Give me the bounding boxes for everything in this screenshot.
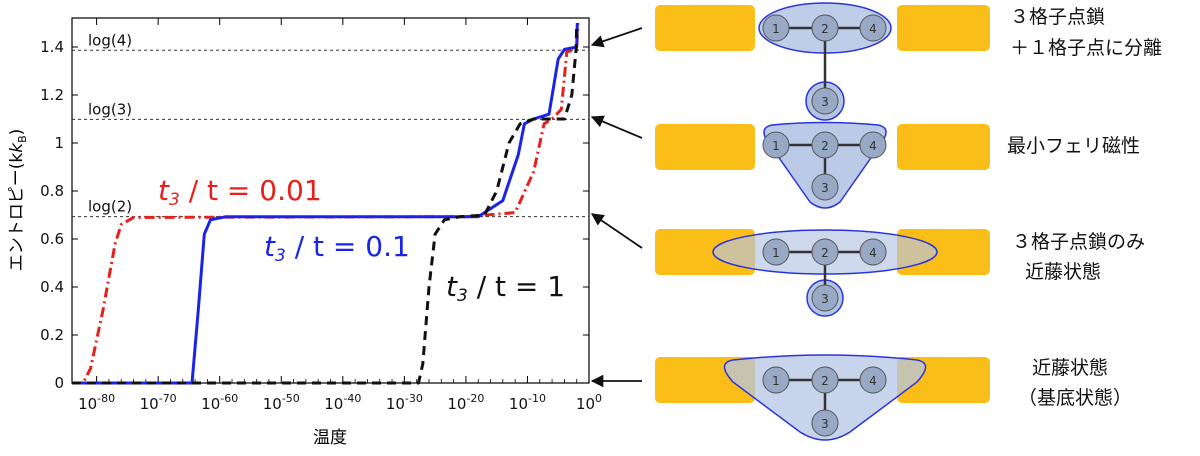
right-lead [897, 124, 990, 170]
site-node-1 [762, 131, 790, 159]
y-tick-label: 1 [54, 134, 64, 152]
arrow-log2 [590, 213, 643, 249]
row-3-label-line-2: 近藤状態 [1025, 261, 1101, 283]
x-tick-label: 10-70 [140, 392, 177, 413]
arrow-log3 [590, 115, 643, 139]
x-tick-label: 10-10 [509, 392, 546, 413]
diagram-row-1: 1 2 4 3 ３格子点鎖 ＋１格子点に分離 [655, 2, 1162, 121]
site-node-4 [859, 14, 887, 42]
series-line-red [72, 22, 580, 385]
y-tick-label: 1.2 [40, 86, 64, 104]
arrow-log4 [590, 27, 643, 48]
x-tick-label: 10-50 [263, 392, 300, 413]
y-tick-label: 0.2 [40, 326, 64, 344]
diagram-row-4: 1 2 4 3 近藤状態 （基底状態） [655, 354, 1132, 441]
y-axis-label-close: ) [7, 129, 27, 136]
site-node-2 [811, 131, 839, 159]
svg-text:1: 1 [772, 374, 780, 388]
series-lines [72, 22, 580, 385]
svg-text:4: 4 [869, 22, 877, 36]
svg-text:2: 2 [821, 246, 829, 260]
site-node-1 [762, 238, 790, 266]
x-axis-ticks: 10-80 10-70 10-60 10-50 10-40 10-30 10-20 10-10… [78, 18, 602, 413]
y-axis-label: エントロピー(kkB) [7, 129, 29, 272]
row-4-label-line-2: （基底状態） [1018, 387, 1132, 409]
red-series-annotation: t3 / t = 0.01 [158, 174, 322, 210]
blue-series-annotation: t3 / t = 0.1 [264, 230, 410, 266]
y-axis-label-sub: B [16, 135, 29, 143]
svg-text:2: 2 [821, 22, 829, 36]
x-tick-label: 100 [576, 392, 602, 413]
row-3-label-line-1: ３格子点鎖のみ [1012, 231, 1145, 253]
x-tick-label: 10-80 [78, 392, 115, 413]
black-series-annotation: t3 / t = 1 [446, 270, 565, 306]
series-line-black [72, 22, 579, 385]
entropy-chart: log(2)log(3)log(4) 00.20.40.60.811.21.4 … [7, 17, 602, 448]
y-tick-label: 0 [54, 374, 64, 392]
arrows [590, 27, 643, 388]
svg-text:4: 4 [869, 139, 877, 153]
right-lead [897, 5, 990, 51]
svg-text:3: 3 [821, 292, 829, 306]
series-line-blue [72, 22, 579, 385]
site-node-4 [859, 131, 887, 159]
y-axis-label-main: エントロピー [7, 169, 27, 271]
site-node-3 [811, 173, 839, 201]
svg-text:2: 2 [821, 374, 829, 388]
y-axis-ticks: 0 0.2 0.4 0.6 0.8 1 1.2 1.4 [40, 38, 589, 392]
site-node-3 [811, 409, 839, 437]
svg-text:1: 1 [772, 139, 780, 153]
site-node-4 [859, 366, 887, 394]
svg-text:4: 4 [869, 374, 877, 388]
y-tick-label: 0.6 [40, 230, 64, 248]
svg-text:1: 1 [772, 246, 780, 260]
plot-frame [71, 17, 590, 384]
site-node-3 [811, 87, 839, 115]
diagram-row-2: 1 2 4 3 最小フェリ磁性 [655, 121, 1140, 209]
row-1-label-line-2: ＋１格子点に分離 [1010, 37, 1162, 59]
reference-label-0: log(2) [88, 198, 132, 216]
row-2-label-line-1: 最小フェリ磁性 [1007, 135, 1140, 157]
svg-text:3: 3 [821, 181, 829, 195]
site-node-3 [811, 284, 839, 312]
left-lead [655, 5, 755, 51]
reference-label-1: log(3) [88, 100, 132, 118]
site-node-2 [811, 366, 839, 394]
row-1-label-line-1: ３格子点鎖 [1010, 6, 1105, 28]
x-axis-label: 温度 [313, 428, 347, 448]
svg-text:3: 3 [821, 417, 829, 431]
reference-label-2: log(4) [88, 31, 132, 49]
y-tick-label: 0.4 [40, 278, 64, 296]
diagram-row-3: 1 2 4 3 ３格子点鎖のみ 近藤状態 [655, 229, 1145, 317]
svg-text:1: 1 [772, 22, 780, 36]
x-tick-label: 10-40 [324, 392, 361, 413]
y-tick-label: 0.8 [40, 182, 64, 200]
x-tick-label: 10-30 [386, 392, 423, 413]
y-axis-label-unit: (k [7, 153, 27, 170]
y-axis-label-k: k [7, 142, 27, 153]
site-node-1 [762, 366, 790, 394]
site-node-2 [811, 14, 839, 42]
left-lead [655, 124, 755, 170]
svg-text:4: 4 [869, 246, 877, 260]
svg-text:2: 2 [821, 139, 829, 153]
site-node-1 [762, 14, 790, 42]
site-node-2 [811, 238, 839, 266]
svg-text:3: 3 [821, 95, 829, 109]
site-node-4 [859, 238, 887, 266]
row-4-label-line-1: 近藤状態 [1032, 357, 1108, 379]
x-tick-label: 10-20 [447, 392, 484, 413]
reference-lines: log(2) log(3) log(4) [72, 31, 589, 218]
y-tick-label: 1.4 [40, 38, 64, 56]
x-tick-label: 10-60 [201, 392, 238, 413]
